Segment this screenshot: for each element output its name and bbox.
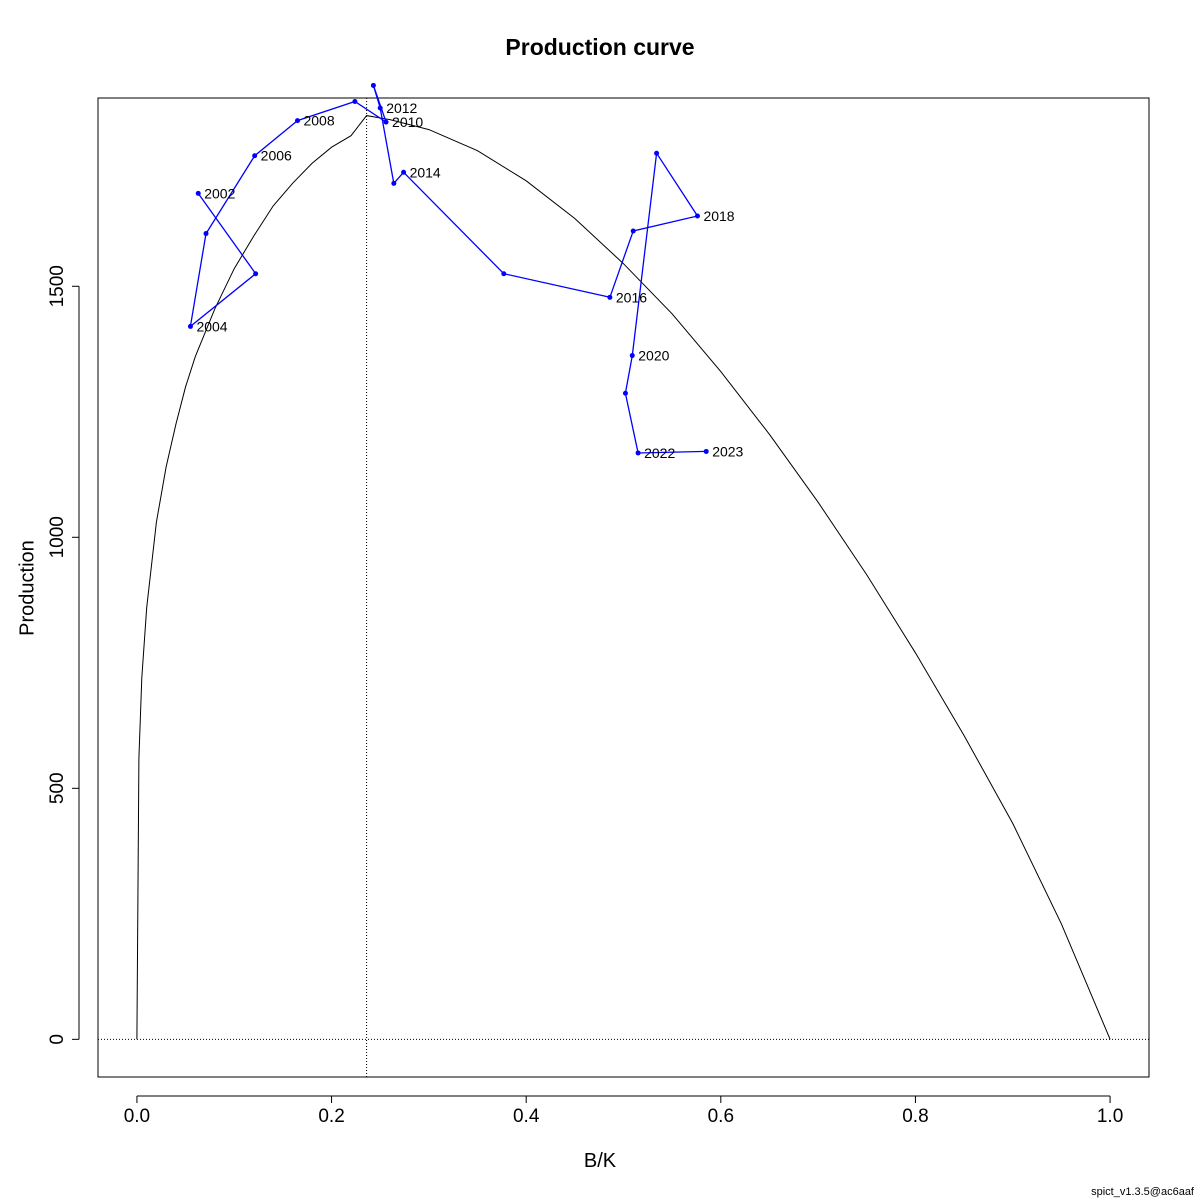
trajectory-point	[252, 153, 258, 159]
x-tick-label: 0.0	[124, 1106, 150, 1127]
x-tick-label: 0.2	[318, 1106, 344, 1127]
trajectory-point	[630, 228, 636, 234]
trajectory-point	[622, 390, 628, 396]
trajectory-point	[377, 105, 383, 111]
trajectory-point	[654, 150, 660, 156]
x-tick-label: 0.8	[902, 1106, 928, 1127]
y-tick-label: 0	[47, 1034, 68, 1045]
y-tick-label: 500	[47, 772, 68, 804]
trajectory-point	[383, 119, 389, 125]
year-label: 2023	[712, 443, 743, 459]
year-label: 2008	[303, 113, 334, 129]
trajectory-point	[694, 213, 700, 219]
trajectory-point	[294, 118, 300, 124]
year-label: 2006	[261, 148, 292, 164]
x-tick-label: 0.4	[513, 1106, 540, 1127]
trajectory-point	[253, 271, 259, 277]
y-axis-label: Production	[16, 540, 39, 636]
year-label: 2022	[644, 445, 675, 461]
x-tick-label: 0.6	[708, 1106, 734, 1127]
version-footer: spict_v1.3.5@ac6aaf	[1091, 1186, 1194, 1198]
year-label: 2004	[196, 318, 227, 334]
axes: 0.0 0.2 0.4 0.6 0.8 1.0 0 500 1000 1500	[47, 265, 1123, 1127]
reference-lines	[98, 98, 1149, 1077]
trajectory-point	[703, 448, 709, 454]
trajectory-point	[501, 271, 507, 277]
y-tick-label: 1000	[47, 516, 68, 558]
trajectory-point	[187, 323, 193, 329]
year-label: 2018	[703, 208, 734, 224]
year-label: 2020	[638, 348, 669, 364]
production-curve	[136, 115, 1111, 1040]
trajectory-point	[607, 294, 613, 300]
year-label: 2014	[410, 164, 441, 180]
trajectory-point	[195, 190, 201, 196]
trajectory-point	[370, 82, 376, 88]
production-curve-line	[136, 115, 1111, 1040]
trajectory-point	[203, 231, 209, 237]
year-label: 2002	[204, 185, 235, 201]
trajectory-point	[629, 353, 635, 359]
x-axis-label: B/K	[583, 1150, 617, 1172]
y-tick-label: 1500	[47, 265, 68, 307]
year-label: 2010	[392, 114, 423, 130]
trajectory-point	[352, 99, 358, 105]
trajectory-point	[635, 450, 641, 456]
plot-frame	[97, 97, 1150, 1078]
year-label: 2016	[616, 289, 647, 305]
chart-title: Production curve	[505, 34, 695, 60]
x-tick-label: 1.0	[1097, 1106, 1123, 1127]
year-label: 2012	[386, 100, 417, 116]
trajectory-point	[401, 169, 407, 175]
trajectory-point	[391, 180, 397, 186]
